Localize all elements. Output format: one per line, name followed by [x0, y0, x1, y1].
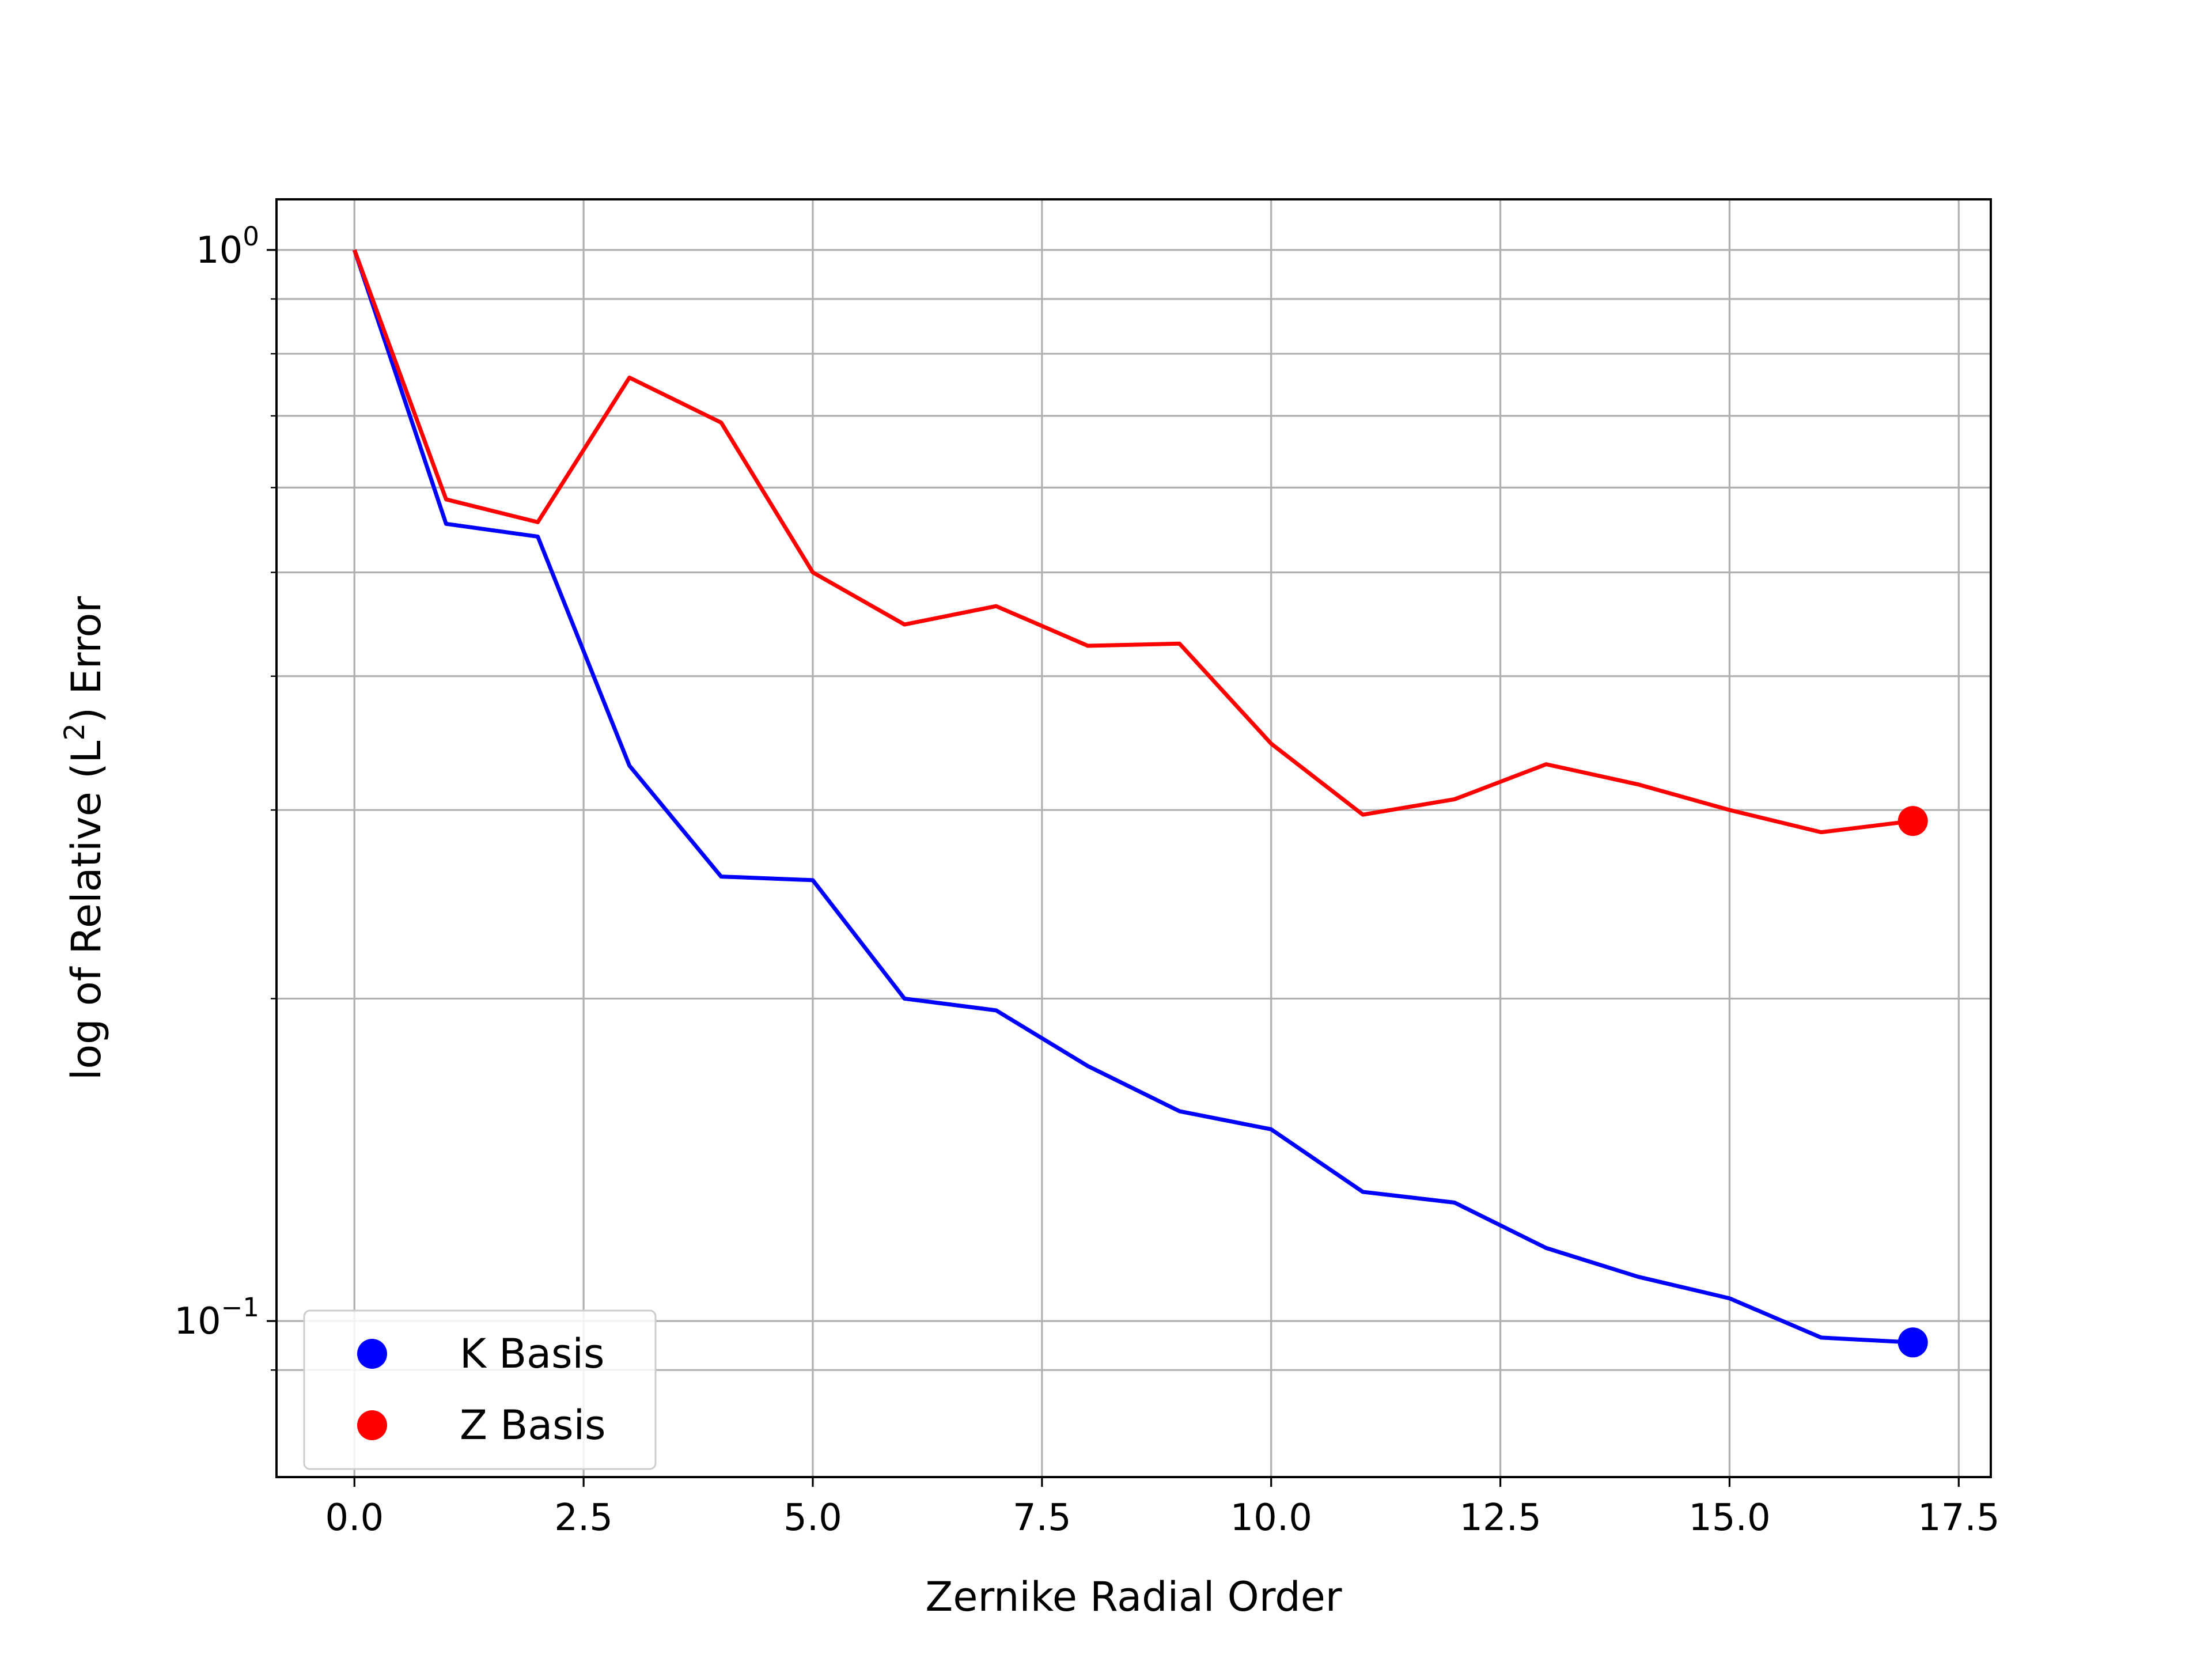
plot-area: [276, 199, 1991, 1477]
legend-box: [303, 1309, 657, 1470]
series-marker-k-basis: [1897, 1327, 1928, 1358]
x-tick-label: 0.0: [325, 1497, 384, 1539]
x-tick-label: 10.0: [1230, 1497, 1312, 1539]
ticks: 0.0 2.5 5.0 7.5 10.0 12.5 15.0 17.5 10−1 100: [174, 221, 1999, 1539]
y-axis-label: log of Relative (L2) Error: [59, 596, 110, 1080]
x-axis-label: Zernike Radial Order: [925, 1573, 1342, 1621]
x-tick-label: 15.0: [1688, 1497, 1771, 1539]
legend-marker: [357, 1410, 387, 1440]
plot-frame: [275, 198, 1992, 1478]
legend-marker: [357, 1339, 387, 1369]
series-layer: [352, 249, 1928, 1358]
legend: K Basis Z Basis: [303, 1309, 657, 1470]
x-tick-label: 2.5: [554, 1497, 613, 1539]
x-tick-label: 7.5: [1013, 1497, 1071, 1539]
series-line-z-basis: [352, 249, 1914, 835]
legend-label: Z Basis: [460, 1402, 606, 1449]
y-tick-label: 10−1: [174, 1292, 259, 1343]
x-tick-label: 12.5: [1459, 1497, 1541, 1539]
series-line-k-basis: [352, 249, 1913, 1345]
x-tick-label: 5.0: [783, 1497, 842, 1539]
y-tick-label: 100: [196, 221, 259, 272]
legend-label: K Basis: [460, 1330, 604, 1377]
x-tick-label: 17.5: [1918, 1497, 2000, 1539]
series-marker-z-basis: [1897, 806, 1928, 836]
